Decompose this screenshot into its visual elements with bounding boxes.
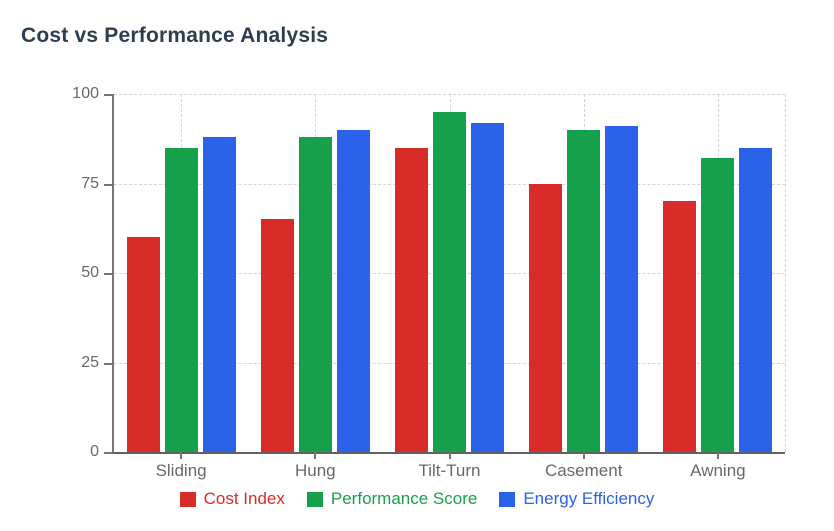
bar-performance-score-tilt-turn[interactable] <box>432 111 466 452</box>
legend-item-energy-efficiency[interactable]: Energy Efficiency <box>499 489 654 509</box>
legend-item-performance-score[interactable]: Performance Score <box>306 489 478 509</box>
bar-performance-score-awning[interactable] <box>701 158 735 452</box>
legend-label-cost-index: Cost Index <box>203 489 285 508</box>
x-tick-mark-sliding <box>180 452 183 459</box>
y-axis-label-50: 50 <box>81 264 99 281</box>
bar-performance-score-sliding[interactable] <box>164 147 198 452</box>
page-title: Cost vs Performance Analysis <box>21 24 329 47</box>
y-axis-label-25: 25 <box>81 353 99 371</box>
legend-swatch-cost-index <box>179 491 196 507</box>
legend-swatch-performance-score <box>306 491 323 507</box>
bar-energy-efficiency-tilt-turn[interactable] <box>470 122 504 452</box>
bar-group-awning <box>651 94 785 452</box>
x-tick-mark-hung <box>314 452 317 459</box>
bar-cost-index-casement[interactable] <box>529 183 563 452</box>
legend-item-cost-index[interactable]: Cost Index <box>179 489 285 509</box>
legend-label-performance-score: Performance Score <box>330 489 478 508</box>
bar-group-casement <box>517 94 651 452</box>
bar-energy-efficiency-sliding[interactable] <box>202 136 236 452</box>
bar-cost-index-hung[interactable] <box>260 219 294 452</box>
x-tick-mark-tilt-turn <box>448 452 451 459</box>
chart-legend: Cost Index Performance Score Energy Effici… <box>0 489 834 509</box>
y-tick-mark-75 <box>104 183 112 186</box>
bar-cost-index-awning[interactable] <box>663 201 697 452</box>
bar-cost-index-sliding[interactable] <box>126 237 160 452</box>
x-axis-label-awning: Awning <box>690 461 746 480</box>
bar-performance-score-casement[interactable] <box>567 129 601 452</box>
y-tick-mark-50 <box>104 273 112 275</box>
bar-group-hung <box>248 94 382 452</box>
bar-energy-efficiency-awning[interactable] <box>739 147 773 452</box>
bar-chart-plot-area: 0 25 50 75 100 Sliding Hung Tilt-Turn Casement Aw… <box>72 85 786 480</box>
legend-label-energy-efficiency: Energy Efficiency <box>523 489 655 508</box>
x-axis-label-casement: Casement <box>544 461 623 480</box>
bar-performance-score-hung[interactable] <box>298 136 332 452</box>
y-axis-label-100: 100 <box>72 85 99 102</box>
y-axis-label-75: 75 <box>81 174 99 192</box>
x-gridline-right-edge <box>785 94 786 452</box>
x-axis-label-tilt-turn: Tilt-Turn <box>418 461 481 480</box>
bar-group-sliding <box>114 94 248 452</box>
x-tick-mark-awning <box>716 452 719 459</box>
y-tick-mark-0 <box>104 452 112 454</box>
bar-cost-index-tilt-turn[interactable] <box>394 147 428 452</box>
y-axis-label-0: 0 <box>90 443 99 460</box>
y-tick-mark-25 <box>104 362 112 365</box>
x-axis-label-hung: Hung <box>294 461 336 480</box>
y-tick-mark-100 <box>104 94 112 96</box>
legend-swatch-energy-efficiency <box>499 491 516 507</box>
bar-energy-efficiency-casement[interactable] <box>605 126 639 452</box>
x-axis-label-sliding: Sliding <box>155 461 207 480</box>
bar-energy-efficiency-hung[interactable] <box>336 129 370 452</box>
x-tick-mark-casement <box>582 452 585 459</box>
bar-group-tilt-turn <box>382 94 516 452</box>
